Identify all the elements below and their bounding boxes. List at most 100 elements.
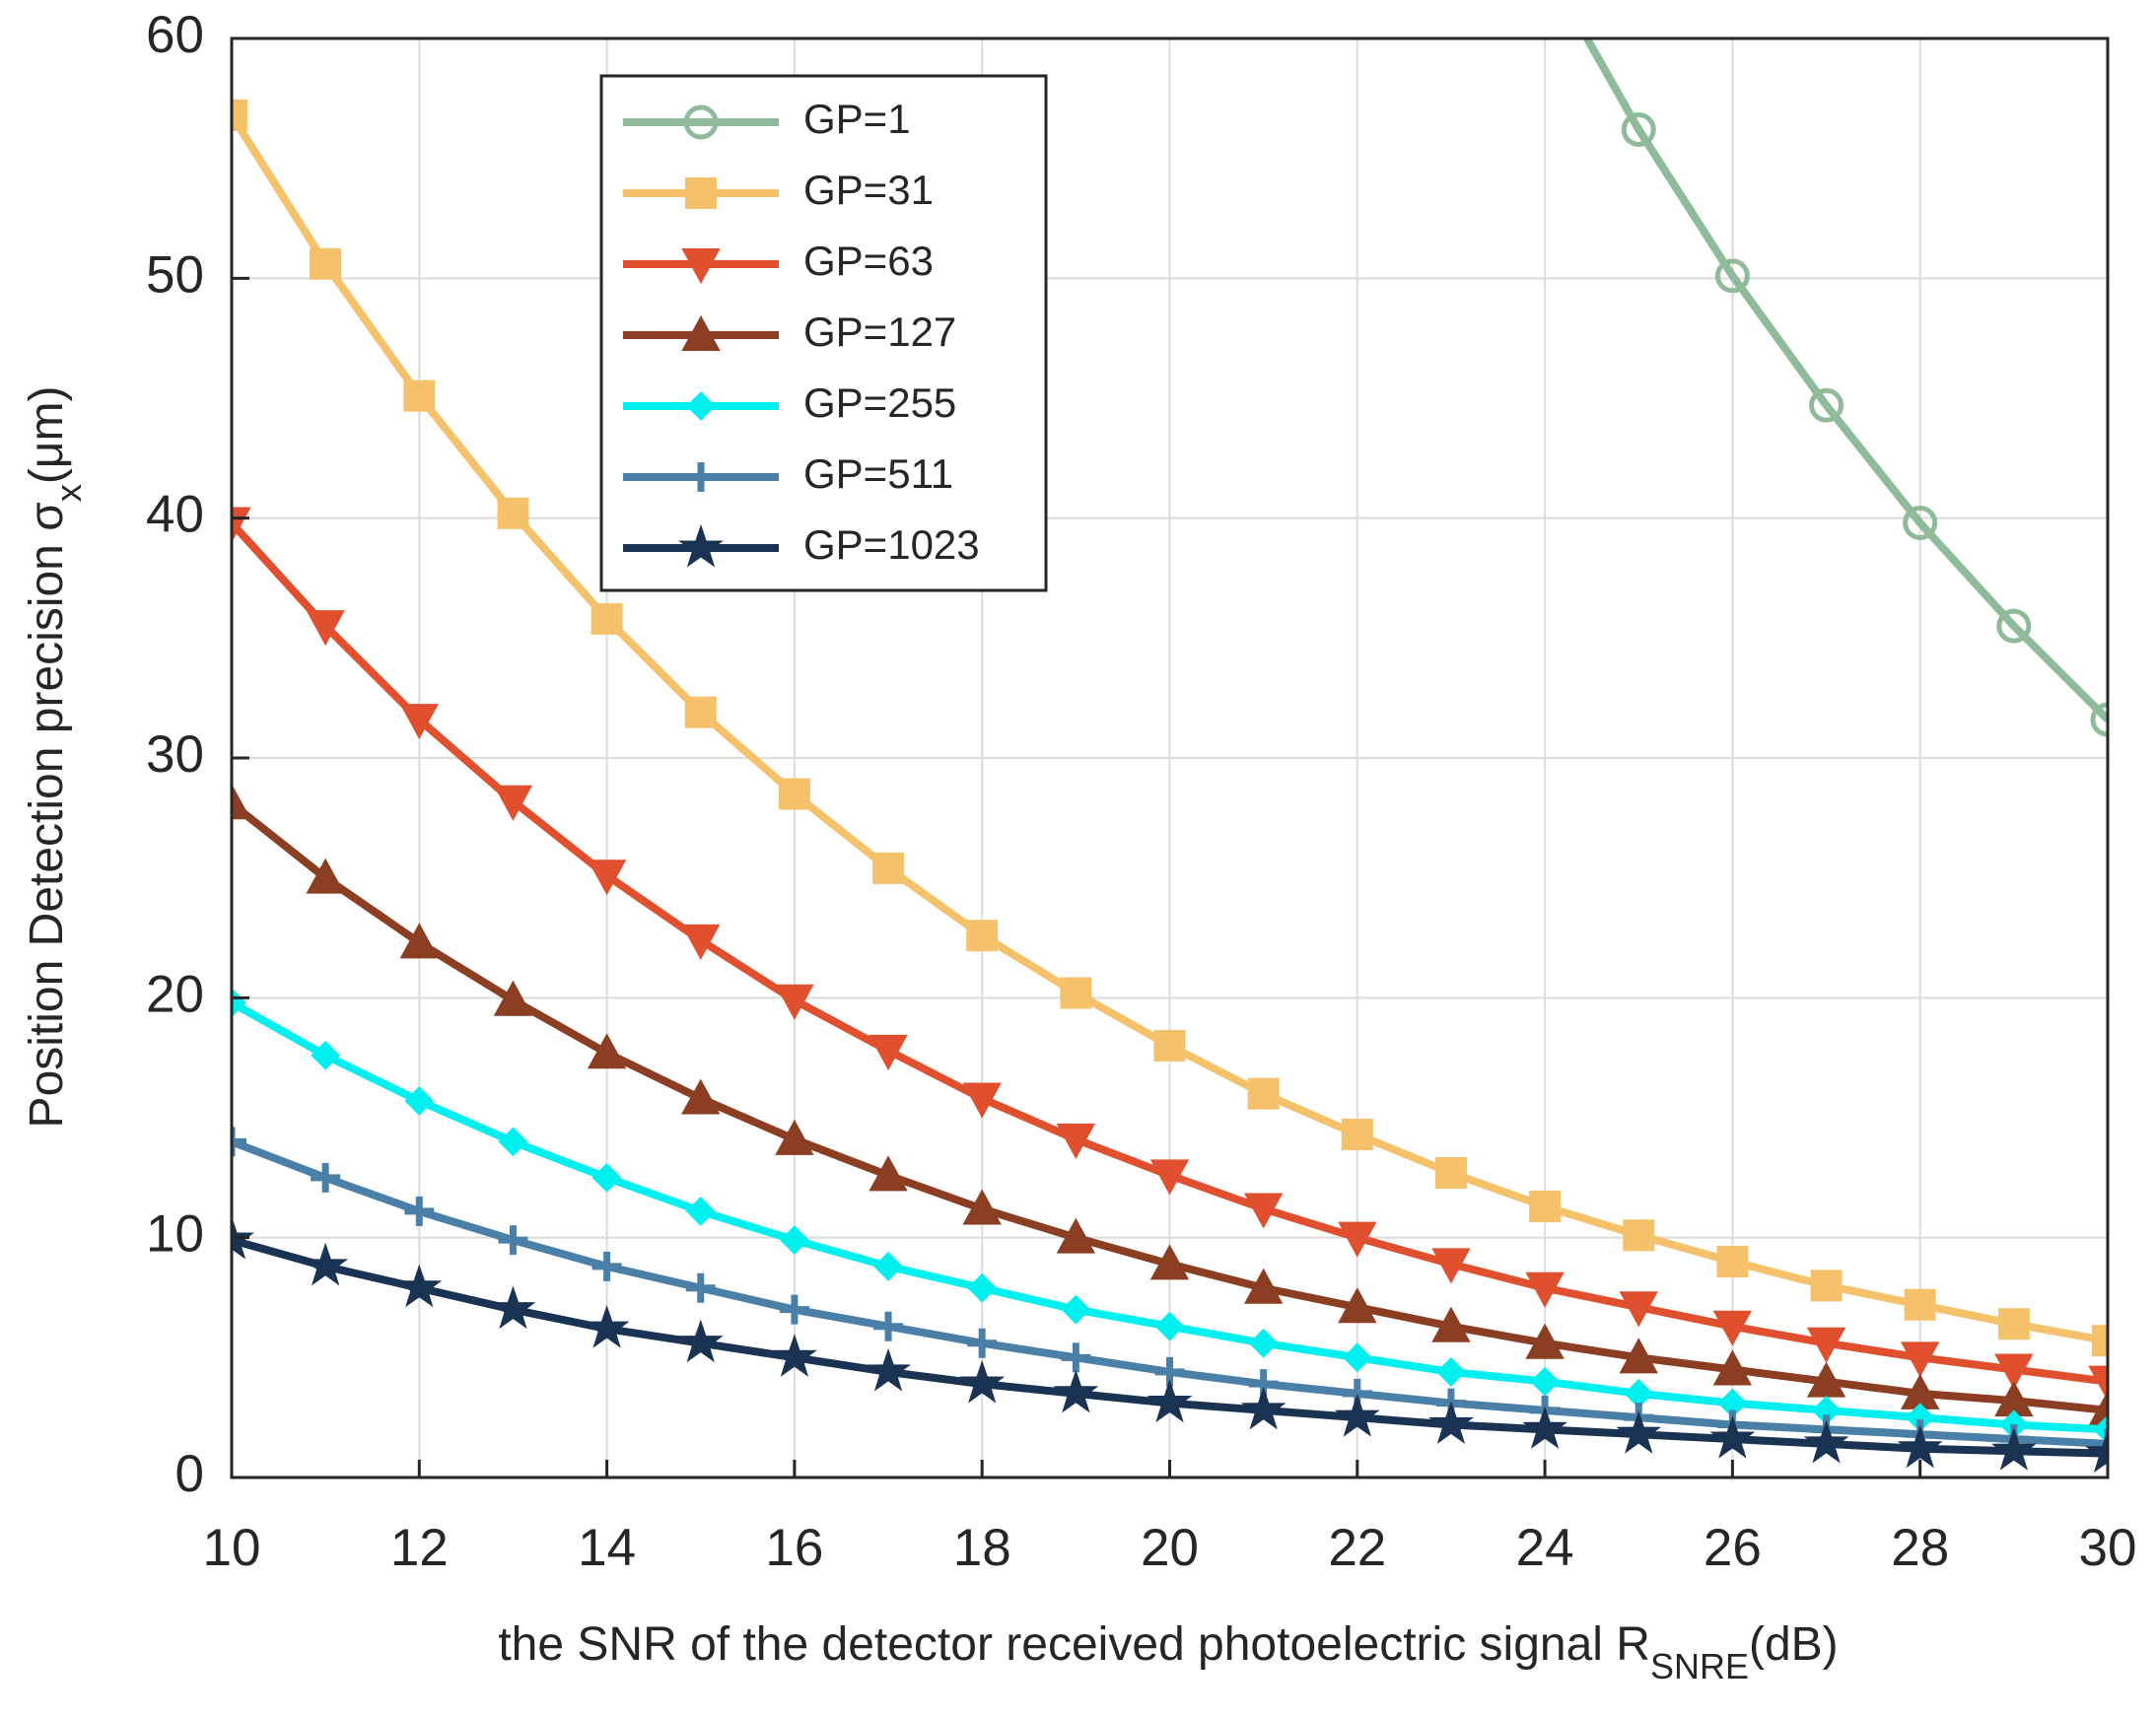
- data-point: [587, 1033, 627, 1069]
- legend-marker: [686, 391, 716, 421]
- data-point: [1621, 112, 1656, 147]
- legend-marker: [681, 248, 721, 285]
- legend-label: GP=511: [803, 450, 953, 497]
- x-tick-label: 12: [390, 1519, 449, 1577]
- x-tick-label: 14: [578, 1519, 636, 1577]
- x-label-main: the SNR of the detector received photoel…: [498, 1618, 1650, 1671]
- data-point: [490, 1285, 536, 1330]
- data-point: [1810, 1270, 1843, 1302]
- data-point: [1619, 1338, 1658, 1374]
- data-point: [1436, 1357, 1466, 1387]
- data-point: [311, 1162, 341, 1193]
- data-point: [872, 852, 905, 884]
- data-point: [493, 980, 533, 1016]
- y-tick-label: 20: [146, 965, 204, 1023]
- data-point: [1247, 1077, 1280, 1110]
- data-point: [1431, 1306, 1471, 1342]
- data-point: [1619, 1291, 1658, 1328]
- data-point: [1712, 1349, 1753, 1386]
- data-point: [1803, 1419, 1849, 1464]
- x-label-end: (dB): [1749, 1618, 1839, 1671]
- data-point: [396, 1264, 443, 1308]
- x-tick-label: 24: [1516, 1519, 1574, 1577]
- legend-label: GP=127: [803, 309, 956, 355]
- series-line: [1582, 38, 2108, 722]
- data-point: [232, 99, 247, 131]
- data-point: [1990, 1427, 2037, 1471]
- legend-marker: [681, 314, 721, 351]
- y-tick-label: 30: [146, 725, 204, 784]
- data-point: [775, 1119, 814, 1155]
- legend-label: GP=1: [803, 96, 911, 142]
- data-point: [1342, 1342, 1372, 1373]
- data-point: [1147, 1379, 1193, 1423]
- data-point: [1714, 258, 1750, 294]
- data-point: [1904, 1288, 1936, 1321]
- data-point: [1149, 1244, 1190, 1280]
- x-axis-label: the SNR of the detector received photoel…: [498, 1618, 1838, 1686]
- data-point: [232, 784, 251, 820]
- data-point: [497, 497, 529, 529]
- data-point: [306, 610, 345, 647]
- data-point: [591, 602, 623, 635]
- data-point: [771, 1334, 817, 1377]
- data-point: [1053, 1369, 1099, 1413]
- data-point: [1334, 1394, 1380, 1437]
- data-point: [1428, 1401, 1474, 1444]
- legend-label: GP=1023: [803, 521, 980, 568]
- data-point: [1240, 1386, 1287, 1430]
- data-point: [775, 984, 814, 1020]
- data-point: [685, 1196, 716, 1226]
- x-tick-label: 20: [1141, 1519, 1199, 1577]
- data-point: [1248, 1328, 1279, 1358]
- data-point: [591, 1251, 622, 1281]
- data-point: [873, 1251, 903, 1281]
- y-tick-label: 40: [146, 486, 204, 544]
- data-point: [493, 785, 533, 821]
- data-point: [778, 778, 810, 810]
- x-label-sub: SNRE: [1650, 1646, 1749, 1686]
- data-point: [967, 1272, 998, 1303]
- data-point: [498, 1127, 528, 1157]
- data-point: [2093, 1428, 2108, 1459]
- x-tick-label: 26: [1704, 1519, 1762, 1577]
- y-tick-label: 50: [146, 245, 204, 304]
- data-point: [1716, 1246, 1749, 1277]
- legend-marker: [685, 177, 717, 209]
- data-point: [1806, 1327, 1846, 1363]
- data-point: [1903, 506, 1938, 540]
- data-point: [311, 1040, 341, 1070]
- data-point: [587, 859, 627, 896]
- x-tick-label: 28: [1891, 1519, 1949, 1577]
- data-point: [1056, 1217, 1096, 1254]
- x-tick-label: 16: [765, 1519, 823, 1577]
- data-point: [2088, 1365, 2108, 1402]
- data-point: [303, 1242, 349, 1286]
- data-point: [869, 1034, 908, 1070]
- data-point: [873, 1311, 904, 1341]
- data-point: [1061, 1294, 1091, 1325]
- data-point: [684, 696, 717, 728]
- data-point: [962, 1082, 1002, 1119]
- legend-label: GP=63: [803, 238, 934, 284]
- legend-label: GP=255: [803, 379, 956, 426]
- data-point: [1243, 1268, 1284, 1304]
- data-point: [1525, 1323, 1565, 1359]
- data-point: [2085, 1429, 2108, 1474]
- data-point: [584, 1305, 630, 1348]
- data-point: [306, 858, 345, 894]
- data-point: [404, 1196, 435, 1226]
- data-point: [1996, 608, 2032, 644]
- data-point: [1530, 1366, 1561, 1397]
- legend-marker: [678, 523, 724, 568]
- data-point: [1341, 1119, 1373, 1151]
- data-point: [1060, 977, 1092, 1009]
- data-point: [779, 1225, 809, 1256]
- data-point: [1709, 1414, 1756, 1459]
- data-point: [1338, 1287, 1377, 1324]
- y-tick-label: 10: [146, 1205, 204, 1264]
- data-point: [498, 1225, 528, 1256]
- data-point: [1154, 1311, 1185, 1341]
- data-point: [1061, 1342, 1091, 1373]
